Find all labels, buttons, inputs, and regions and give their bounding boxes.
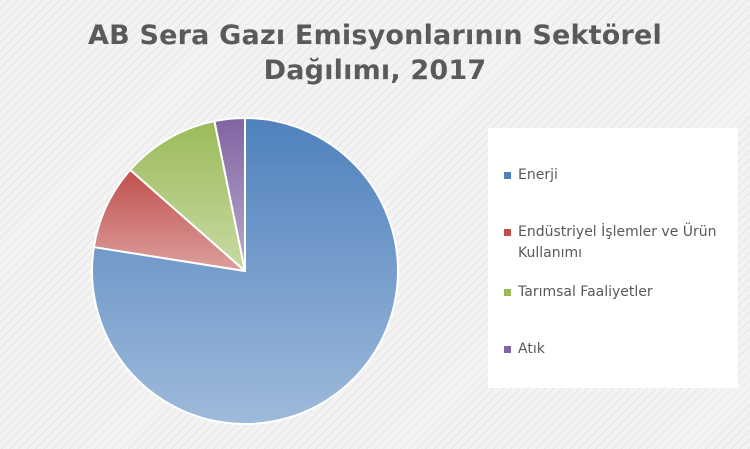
legend-label-endustriyel: Endüstriyel İşlemler ve Ürün Kullanımı <box>518 224 717 261</box>
chart-title-line-1: AB Sera Gazı Emisyonlarının Sektörel <box>88 20 662 51</box>
chart-title-line-2: Dağılımı, 2017 <box>263 55 487 86</box>
legend-swatch-tarimsal <box>504 289 511 296</box>
legend-swatch-atik <box>504 346 511 353</box>
pie-slice-atik[interactable] <box>213 117 246 272</box>
legend-label-atik: Atık <box>518 341 545 357</box>
pie-slices <box>91 117 399 425</box>
chart-title: AB Sera Gazı Emisyonlarının Sektörel Dağ… <box>40 18 710 88</box>
legend-swatch-endustriyel <box>504 229 511 236</box>
legend-label-enerji: Enerji <box>518 167 558 183</box>
legend: Enerji Endüstriyel İşlemler ve Ürün Kull… <box>488 128 738 388</box>
pie-slice-endustriyel[interactable] <box>92 168 246 272</box>
legend-label-tarimsal: Tarımsal Faaliyetler <box>518 284 653 300</box>
pie-slice-tarimsal[interactable] <box>129 120 246 272</box>
legend-swatch-enerji <box>504 172 511 179</box>
